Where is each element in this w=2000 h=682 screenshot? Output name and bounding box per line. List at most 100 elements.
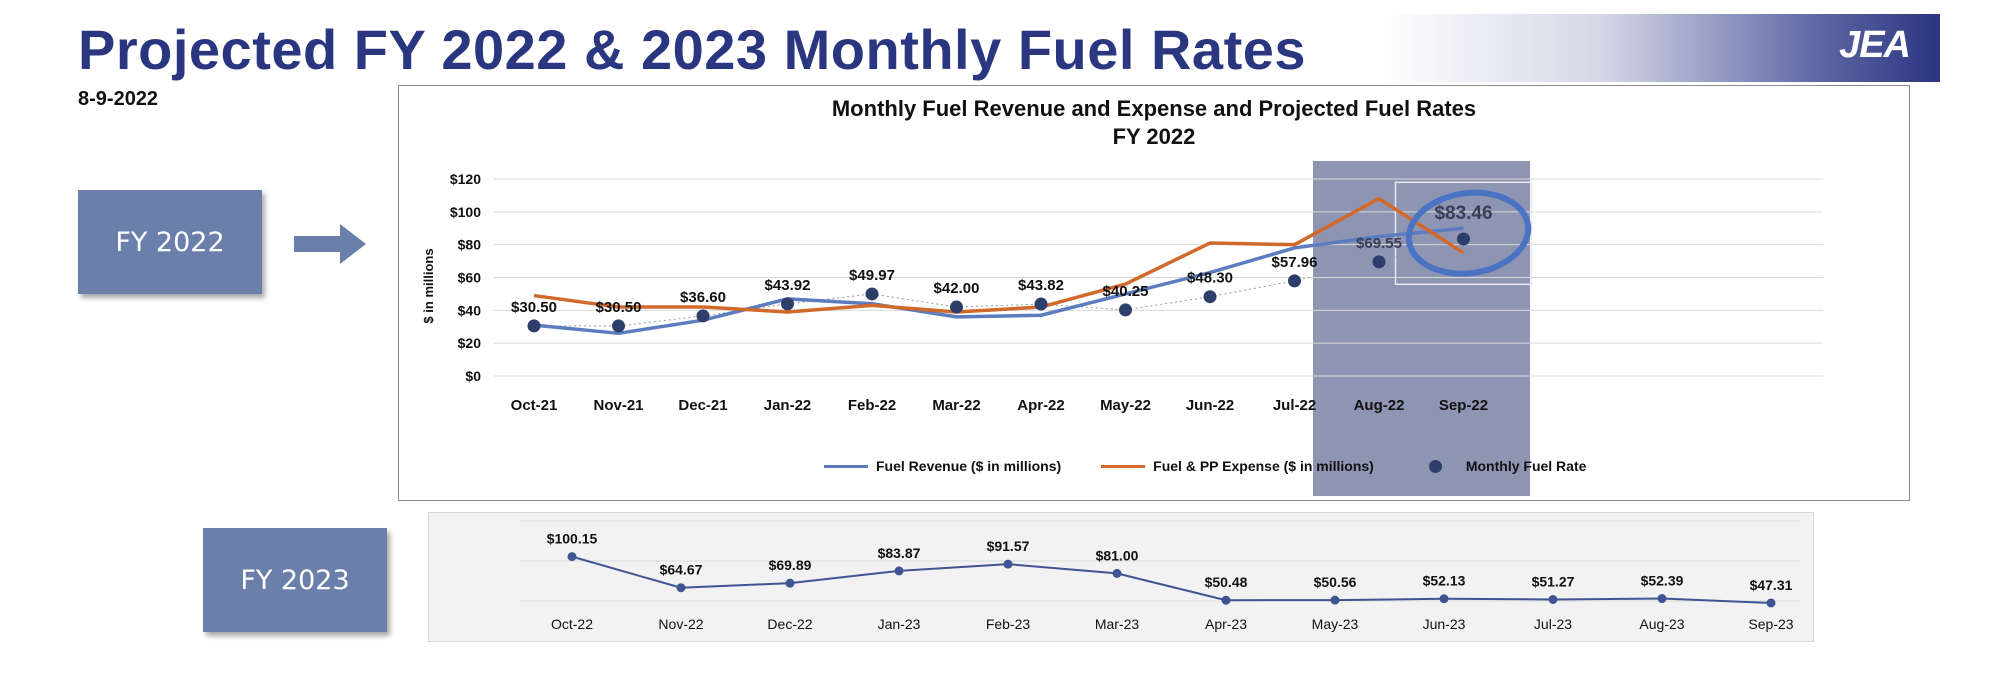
y-tick-label: $0 xyxy=(465,368,481,384)
x-tick-label: Nov-21 xyxy=(593,397,643,414)
y-axis-label: $ in millions xyxy=(421,248,436,323)
brand-banner: JEA xyxy=(1380,14,1940,82)
fy2023-rate-marker xyxy=(1221,595,1231,605)
fy2023-rate-label: $81.00 xyxy=(1096,547,1139,563)
x-tick-label: Dec-21 xyxy=(678,397,727,414)
legend-swatch-rate xyxy=(1413,459,1458,473)
chart-subtitle: FY 2022 xyxy=(1113,124,1196,149)
y-tick-label: $60 xyxy=(458,270,482,286)
x-tick-label: Dec-22 xyxy=(767,616,812,632)
legend-fuel-rate: Monthly Fuel Rate xyxy=(1413,458,1587,474)
fy2023-rate-line xyxy=(571,555,1772,604)
fuel-rate-marker xyxy=(781,297,794,311)
chart-title: Monthly Fuel Revenue and Expense and Pro… xyxy=(832,96,1476,121)
fy2023-rate-label: $52.13 xyxy=(1423,573,1466,589)
fy2023-rate-marker xyxy=(785,578,795,588)
fuel-rate-label: $30.50 xyxy=(511,299,557,316)
page-title: Projected FY 2022 & 2023 Monthly Fuel Ra… xyxy=(78,18,1307,81)
fy2023-rate-marker xyxy=(1003,559,1013,569)
x-tick-label: Feb-22 xyxy=(848,397,896,414)
fuel-rate-label: $42.00 xyxy=(934,280,980,297)
fuel-rate-connector xyxy=(534,238,1464,327)
x-tick-label: Jul-22 xyxy=(1273,397,1316,414)
fy2023-rate-label: $64.67 xyxy=(660,562,703,578)
x-tick-label: Apr-23 xyxy=(1205,616,1247,632)
x-tick-label: Aug-23 xyxy=(1639,616,1684,632)
x-tick-label: Aug-22 xyxy=(1354,397,1405,414)
fuel-rate-marker xyxy=(1457,232,1470,246)
fy2023-rate-label: $69.89 xyxy=(769,557,812,573)
legend-swatch-expense xyxy=(1101,464,1146,468)
x-tick-label: Jan-22 xyxy=(764,397,812,414)
fuel-rate-marker xyxy=(1119,303,1132,317)
fy2022-chart-svg: Monthly Fuel Revenue and Expense and Pro… xyxy=(421,96,1823,496)
fuel-rate-label: $49.97 xyxy=(849,267,895,284)
x-tick-label: Jun-22 xyxy=(1186,397,1234,414)
fy2023-rate-marker xyxy=(894,566,904,576)
fy2023-rate-label: $83.87 xyxy=(878,545,921,561)
x-tick-label: Jun-23 xyxy=(1423,616,1466,632)
fy2023-chart: $100.15 $64.67 $69.89 $83.87 $91.57 $81.00 $50… xyxy=(428,512,1814,642)
fy2023-label-box: FY 2023 xyxy=(203,528,387,632)
jea-logo: JEA xyxy=(1839,24,1911,66)
arrow-right-icon xyxy=(294,224,366,264)
legend-fuel-revenue: Fuel Revenue ($ in millions) xyxy=(824,458,1061,474)
fy2023-rate-marker xyxy=(1439,594,1449,604)
x-tick-label: Apr-22 xyxy=(1017,397,1065,414)
fy2022-label-box: FY 2022 xyxy=(78,190,262,294)
fuel-rate-label: $57.96 xyxy=(1272,254,1318,271)
fuel-rate-label: $36.60 xyxy=(680,289,726,306)
legend-label-rate: Monthly Fuel Rate xyxy=(1465,458,1587,474)
fy2023-rate-label: $51.27 xyxy=(1532,574,1575,590)
page-date: 8-9-2022 xyxy=(78,88,159,110)
x-tick-label: May-22 xyxy=(1100,397,1151,414)
y-tick-label: $20 xyxy=(458,335,482,351)
x-tick-label: Mar-22 xyxy=(932,397,980,414)
fy2022-label: FY 2022 xyxy=(115,226,225,258)
fy2023-rate-marker xyxy=(1657,594,1667,604)
fuel-rate-marker xyxy=(1288,274,1301,288)
y-tick-label: $100 xyxy=(450,204,481,220)
y-tick-label: $40 xyxy=(458,302,482,318)
fuel-expense-line xyxy=(533,196,1465,314)
fuel-rate-label: $69.55 xyxy=(1356,235,1402,252)
fuel-revenue-line xyxy=(533,226,1464,336)
fuel-rate-label: $48.30 xyxy=(1187,270,1233,287)
fy2023-rate-marker xyxy=(676,583,686,593)
fuel-rate-marker xyxy=(696,309,710,323)
x-tick-label: Jul-23 xyxy=(1534,616,1572,632)
x-tick-label: Sep-23 xyxy=(1748,616,1793,632)
x-tick-label: Nov-22 xyxy=(658,616,703,632)
fuel-rate-marker xyxy=(1203,290,1217,304)
fuel-rate-marker xyxy=(1372,255,1386,269)
fy2023-rate-label: $52.39 xyxy=(1641,573,1684,589)
legend-label-revenue: Fuel Revenue ($ in millions) xyxy=(876,458,1062,474)
fy2023-rate-label: $47.31 xyxy=(1750,577,1793,593)
fy2023-rate-label: $50.56 xyxy=(1314,574,1357,590)
fuel-rate-label: $83.46 xyxy=(1434,203,1492,224)
fy2023-rate-marker xyxy=(1548,595,1558,604)
highlight-circle xyxy=(1405,189,1532,277)
fy2023-rate-marker xyxy=(1766,598,1776,608)
fy2023-rate-marker xyxy=(1330,595,1340,605)
x-tick-label: Feb-23 xyxy=(986,616,1031,632)
fy2023-rate-label: $100.15 xyxy=(547,531,598,547)
chart-legend: Fuel Revenue ($ in millions) Fuel & PP E… xyxy=(824,458,1586,474)
fuel-rate-marker xyxy=(612,319,625,333)
fy2023-rate-marker xyxy=(567,552,577,562)
fy2023-label: FY 2023 xyxy=(240,564,350,596)
x-tick-label: Mar-23 xyxy=(1095,616,1140,632)
y-tick-label: $120 xyxy=(450,171,481,187)
fuel-rate-marker xyxy=(1034,297,1048,311)
fy2023-rate-marker xyxy=(1112,568,1122,578)
fuel-rate-label: $43.92 xyxy=(765,277,811,294)
x-tick-label: Jan-23 xyxy=(878,616,921,632)
x-tick-label: Oct-21 xyxy=(511,397,558,414)
legend-fuel-expense: Fuel & PP Expense ($ in millions) xyxy=(1101,458,1374,474)
fuel-rate-marker xyxy=(527,319,541,333)
fuel-rate-label: $40.25 xyxy=(1103,283,1149,300)
fuel-rate-marker xyxy=(865,287,879,301)
fuel-rate-label: $30.50 xyxy=(596,299,642,316)
fy2022-chart: Monthly Fuel Revenue and Expense and Pro… xyxy=(398,85,1910,501)
x-tick-label: Oct-22 xyxy=(551,616,593,632)
